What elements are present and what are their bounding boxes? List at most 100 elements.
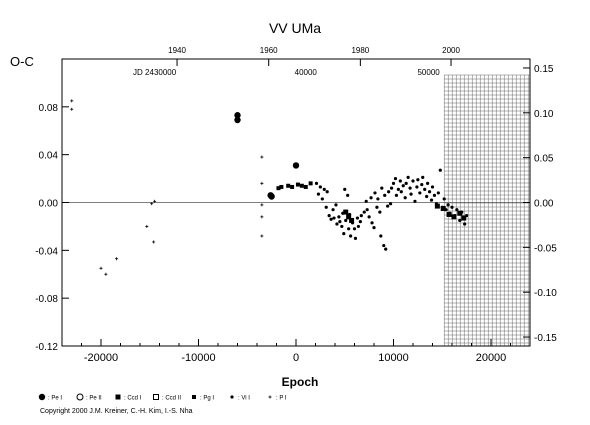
vi-i-point <box>386 204 390 208</box>
p-i-point <box>153 199 157 203</box>
vi-i-point <box>387 190 391 194</box>
p-i-point <box>70 99 74 103</box>
pe-i-point <box>38 393 46 401</box>
vi-i-point <box>376 197 380 201</box>
year-tick-label: 1980 <box>351 46 369 55</box>
vi-i-point <box>341 211 345 215</box>
vi-i-point <box>406 175 410 179</box>
vi-i-point <box>432 193 437 197</box>
x-tick-label: 10000 <box>378 352 409 364</box>
p-i-point <box>260 181 264 185</box>
vi-i-point <box>388 202 393 206</box>
vi-i-point <box>404 181 408 185</box>
vi-i-point <box>383 193 387 197</box>
vi-i-point <box>353 236 358 240</box>
p-i-point <box>145 224 149 228</box>
vi-i-point <box>364 199 368 203</box>
vi-i-point <box>348 212 352 217</box>
vi-i-point <box>352 227 357 231</box>
vi-i-point <box>355 216 360 220</box>
chart-title: VV UMa <box>269 20 321 36</box>
vi-i-point <box>331 208 335 212</box>
vi-i-point <box>325 190 329 194</box>
vi-i-point <box>322 187 326 191</box>
pg-i-point <box>279 184 284 189</box>
vi-i-point <box>372 226 376 230</box>
right-tick-label: -0.15 <box>534 333 557 344</box>
vi-i-point <box>458 218 462 223</box>
pg-i-point <box>286 183 291 188</box>
vi-i-point <box>421 175 425 179</box>
p-i-point <box>104 272 108 276</box>
x-tick-label: 20000 <box>476 352 507 364</box>
y-axis-label: O-C <box>10 54 34 69</box>
vi-i-point <box>393 176 398 181</box>
vi-i-point <box>359 214 363 218</box>
ccd-i-point <box>349 217 355 223</box>
p-i-point <box>150 202 154 206</box>
legend-label: : P I <box>276 396 287 402</box>
x-tick-label: -20000 <box>84 352 118 364</box>
copyright-text: Copyright 2000 J.M. Kreiner, C.-H. Kim, … <box>40 408 193 415</box>
pg-i-point <box>276 186 281 191</box>
pe-ii-point <box>76 393 84 401</box>
vi-i-point <box>384 247 388 251</box>
p-i-point <box>260 215 264 219</box>
x-tick-label: 0 <box>293 352 299 364</box>
vi-i-point <box>398 179 402 183</box>
vi-i-point <box>446 203 450 207</box>
vi-i-point <box>346 193 350 197</box>
vi-i-point <box>347 227 351 231</box>
jd-tick-label: JD 2430000 <box>133 68 177 77</box>
y-tick-label: 0.00 <box>39 199 59 210</box>
vi-i-point <box>370 221 374 225</box>
x-tick-label: -10000 <box>181 352 215 364</box>
vi-i-point <box>418 191 422 195</box>
pe-i-point <box>268 193 275 200</box>
pe-i-point <box>234 116 241 124</box>
vi-i-point <box>442 197 446 201</box>
right-tick-label: 0.05 <box>534 154 554 165</box>
vi-i-point <box>343 187 347 191</box>
vi-i-point <box>444 208 448 212</box>
vi-i-point <box>391 181 396 185</box>
pg-i-point <box>290 184 295 189</box>
right-tick-label: 0.10 <box>534 109 554 120</box>
vi-i-point <box>334 203 338 207</box>
vi-i-point <box>416 178 420 182</box>
vi-i-point <box>411 179 415 183</box>
p-i-point <box>99 266 103 270</box>
right-tick-label: -0.10 <box>534 288 557 299</box>
ccd-i-point <box>461 215 467 221</box>
vi-i-point <box>369 196 373 200</box>
vi-i-point <box>318 185 322 189</box>
right-tick-label: 0.15 <box>534 64 554 75</box>
vi-i-point <box>338 220 342 224</box>
jd-tick-label: 40000 <box>295 68 318 77</box>
vi-i-point <box>382 243 386 248</box>
pg-i-point <box>192 395 196 399</box>
vi-i-point <box>438 168 442 172</box>
pe-i-point <box>292 162 300 169</box>
legend-label: : Ccd I <box>124 396 142 402</box>
vi-i-point <box>448 211 452 215</box>
legend-label: : Pg I <box>200 396 214 402</box>
vi-i-point <box>230 395 234 399</box>
vi-i-point <box>465 214 469 218</box>
vi-i-point <box>413 199 417 203</box>
vi-i-point <box>403 196 407 200</box>
right-tick-label: -0.05 <box>534 243 557 254</box>
x-axis-label: Epoch <box>282 375 319 389</box>
vi-i-point <box>440 205 444 209</box>
vi-i-point <box>375 205 379 209</box>
p-i-point <box>70 107 74 111</box>
year-tick-label: 1940 <box>168 46 186 55</box>
vi-i-point <box>401 184 405 188</box>
vi-i-point <box>389 186 394 190</box>
vi-i-point <box>409 192 413 196</box>
legend-label: : Pe I <box>48 396 62 402</box>
pg-i-point <box>303 184 308 189</box>
vi-i-point <box>367 215 371 219</box>
ccd-ii-point <box>153 394 159 400</box>
